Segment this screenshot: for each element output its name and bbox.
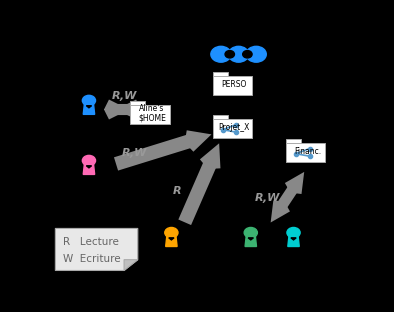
Circle shape [229, 46, 249, 62]
Text: Financ.: Financ. [294, 147, 321, 156]
Polygon shape [55, 228, 138, 271]
Circle shape [243, 51, 252, 58]
Bar [130, 105, 169, 124]
Polygon shape [169, 238, 174, 240]
Polygon shape [124, 260, 138, 271]
Polygon shape [165, 236, 177, 246]
Bar [286, 143, 325, 162]
Bar [213, 115, 228, 119]
Circle shape [211, 46, 231, 62]
Text: W  Ecriture: W Ecriture [63, 254, 121, 264]
Polygon shape [245, 236, 256, 246]
Text: R,W: R,W [112, 91, 137, 101]
Text: Aline's
$HOME: Aline's $HOME [138, 104, 166, 123]
Bar [213, 76, 252, 95]
Circle shape [165, 227, 178, 238]
Circle shape [225, 51, 234, 58]
Polygon shape [83, 104, 95, 115]
Bar [213, 72, 228, 76]
Text: R,W: R,W [255, 193, 280, 203]
Polygon shape [291, 238, 296, 240]
Circle shape [82, 155, 95, 166]
Polygon shape [248, 238, 253, 240]
Text: R: R [173, 186, 182, 196]
Polygon shape [86, 106, 91, 108]
Circle shape [244, 227, 257, 238]
Text: Projet_X: Projet_X [219, 123, 250, 132]
Bar [130, 101, 145, 105]
Bar [213, 119, 252, 138]
Polygon shape [288, 236, 299, 246]
Circle shape [246, 46, 266, 62]
Polygon shape [86, 166, 91, 168]
Text: PERSO: PERSO [222, 80, 247, 89]
Bar [286, 139, 301, 144]
Circle shape [82, 95, 95, 106]
Text: R,W: R,W [122, 148, 147, 158]
Circle shape [287, 227, 300, 238]
Polygon shape [83, 164, 95, 174]
Text: R   Lecture: R Lecture [63, 237, 119, 247]
